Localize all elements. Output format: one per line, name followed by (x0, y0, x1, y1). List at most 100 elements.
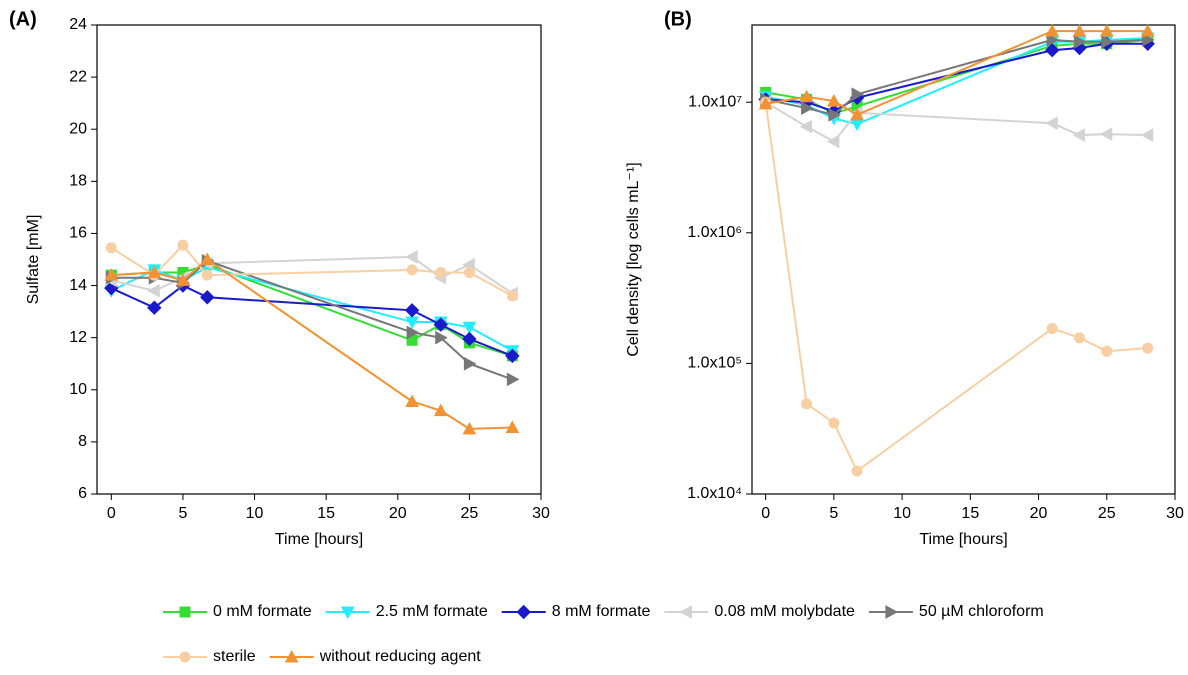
series-line (765, 38, 1148, 115)
legend-marker (284, 649, 299, 663)
data-point (1073, 34, 1087, 49)
legend-marker (885, 605, 898, 619)
data-point (850, 118, 864, 132)
data-point (799, 119, 813, 134)
x-tick-label: 0 (107, 505, 116, 522)
panel-label: (B) (664, 8, 692, 30)
x-tick-label: 15 (961, 505, 979, 522)
y-tick-label: 1.0x10⁵ (687, 355, 742, 372)
data-point (1140, 128, 1154, 142)
x-tick-label: 5 (829, 505, 838, 522)
legend-label: 2.5 mM formate (376, 603, 488, 620)
data-point (506, 372, 520, 387)
data-point (1045, 116, 1058, 131)
data-point (506, 290, 518, 302)
y-tick-label: 1.0x10⁶ (687, 224, 742, 241)
legend-marker (516, 604, 531, 620)
data-point (1099, 127, 1113, 141)
y-tick-label: 14 (69, 277, 87, 294)
legend-marker (679, 605, 692, 619)
series-line (765, 42, 1148, 113)
data-point (433, 403, 448, 417)
data-point (1140, 24, 1155, 37)
y-tick-label: 20 (69, 120, 87, 137)
data-point (147, 300, 162, 315)
x-axis-label: Time [hours] (275, 531, 363, 548)
series-line (110, 243, 513, 297)
legend-label: sterile (213, 648, 256, 665)
data-point (851, 465, 863, 477)
x-tick-label: 10 (246, 505, 264, 522)
y-axis-label: Sulfate [mM] (25, 215, 42, 305)
data-point (405, 394, 419, 408)
data-point (200, 252, 215, 265)
data-point (1142, 33, 1155, 47)
data-point (826, 134, 840, 149)
data-point (462, 331, 477, 347)
data-point (435, 267, 447, 278)
data-point (1101, 34, 1114, 49)
data-point (147, 265, 162, 279)
x-tick-label: 25 (460, 505, 478, 522)
data-point (177, 239, 189, 251)
data-point (758, 96, 773, 110)
series-line (764, 102, 1148, 473)
x-tick-label: 10 (893, 505, 911, 522)
plot-frame (751, 24, 1176, 495)
data-point (1072, 24, 1087, 37)
y-tick-label: 22 (69, 68, 87, 85)
data-point (1046, 33, 1060, 47)
data-point (799, 89, 814, 103)
x-tick-label: 20 (1030, 505, 1048, 522)
series-line (765, 38, 1148, 116)
data-point (1046, 323, 1058, 334)
x-tick-label: 20 (389, 505, 407, 522)
data-point (505, 348, 520, 364)
data-point (1073, 332, 1085, 344)
data-point (200, 290, 215, 305)
data-point (201, 269, 213, 281)
y-tick-label: 18 (69, 173, 87, 190)
data-point (405, 250, 418, 264)
y-tick-label: 1.0x10⁷ (688, 93, 742, 110)
series-line (111, 259, 513, 381)
legend-label: 8 mM formate (552, 603, 651, 620)
plot-frame (96, 24, 542, 495)
data-point (406, 325, 420, 340)
data-point (828, 417, 840, 429)
data-point (433, 317, 448, 332)
x-axis-label: Time [hours] (919, 531, 1007, 548)
data-point (1099, 24, 1114, 37)
legend-marker (179, 651, 191, 663)
data-point (462, 421, 477, 435)
data-point (505, 420, 520, 434)
y-tick-label: 12 (69, 329, 87, 346)
data-point (850, 107, 864, 121)
data-point (463, 267, 475, 278)
data-point (1072, 128, 1085, 142)
legend-marker (179, 606, 191, 618)
series-line (111, 258, 513, 430)
data-point (851, 87, 865, 102)
y-axis-label: Cell density [log cells mL⁻¹] (625, 162, 642, 356)
data-point (176, 273, 190, 286)
series-line (110, 266, 513, 352)
data-point (147, 283, 160, 298)
series-line (765, 30, 1148, 116)
data-point (1044, 43, 1060, 58)
data-point (104, 268, 119, 281)
x-tick-label: 30 (1166, 505, 1184, 522)
data-point (801, 398, 813, 410)
y-tick-label: 10 (69, 381, 87, 398)
data-point (801, 101, 814, 116)
x-tick-label: 5 (178, 505, 187, 522)
x-tick-label: 30 (532, 505, 550, 522)
series-line (111, 263, 513, 357)
data-point (828, 108, 841, 122)
x-tick-label: 15 (317, 505, 335, 522)
data-point (105, 242, 117, 254)
data-point (827, 94, 841, 107)
data-point (1101, 345, 1113, 357)
data-point (406, 264, 418, 276)
